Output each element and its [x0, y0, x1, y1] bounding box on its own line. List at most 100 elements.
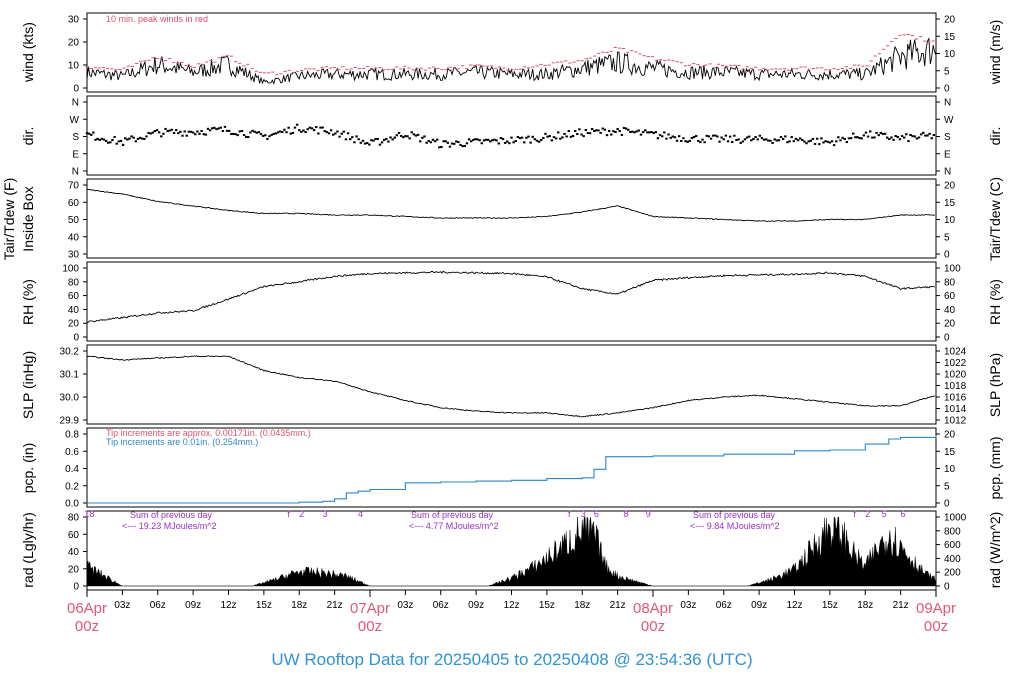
dir-point [374, 137, 377, 140]
x-tick-label: 21z [327, 600, 343, 611]
dir-point [111, 139, 114, 142]
dir-point [911, 135, 914, 138]
dir-point [818, 143, 821, 146]
dir-point [514, 140, 517, 143]
dir-point [278, 130, 282, 133]
dir-point [438, 146, 441, 149]
pcp-right-tick-label: 0 [944, 499, 950, 510]
dir-point [136, 137, 140, 140]
slp-left-tick-label: 30.1 [60, 370, 80, 381]
dir-point [516, 135, 520, 138]
dir-point [177, 132, 180, 135]
wind-right-tick-label: 20 [944, 15, 956, 26]
temp-left-tick-label: 40 [68, 232, 80, 243]
dir-point [234, 133, 237, 136]
slp-right-tick-label: 1018 [944, 381, 967, 392]
rad-sum-2-line2: <--- 4.77 MJoules/m^2 [409, 521, 499, 531]
dir-point [429, 141, 433, 144]
wind-right-tick-label: 15 [944, 32, 956, 43]
dir-point [493, 138, 496, 141]
pcp-ylabel-right: pcp. (mm) [987, 437, 1003, 500]
dir-point [633, 131, 636, 134]
dir-point [660, 135, 664, 138]
dir-point [716, 135, 719, 138]
dir-point [174, 129, 178, 132]
pcp-left-tick-label: 0.4 [65, 464, 79, 475]
rh-right-tick-label: 40 [944, 305, 956, 316]
dir-point [376, 137, 379, 140]
dir-point [520, 136, 524, 139]
rad-marker-label: 6 [594, 509, 599, 519]
dir-point [523, 141, 526, 144]
dir-point [300, 130, 303, 133]
dir-right-tick-label: N [944, 98, 951, 109]
dir-point [813, 143, 817, 146]
x-tick-label: 18z [574, 600, 590, 611]
day-label-bottom: 00z [75, 618, 99, 635]
dir-point [779, 136, 783, 139]
dir-point [323, 130, 326, 133]
dir-point [295, 123, 299, 126]
dir-point [495, 139, 498, 142]
rad-left-tick-label: 40 [68, 547, 80, 558]
temp-right-tick-label: 20 [944, 181, 956, 192]
pcp-left-tick-label: 0.8 [65, 430, 79, 441]
dir-point [648, 131, 651, 134]
dir-point [208, 129, 212, 132]
dir-point [760, 137, 764, 140]
dir-point [841, 136, 844, 139]
dir-point [607, 130, 611, 133]
dir-point [622, 126, 626, 129]
dir-point [395, 134, 399, 137]
rad-right-tick-label: 400 [944, 554, 961, 565]
dir-point [196, 130, 199, 133]
dir-point [765, 138, 768, 141]
pcp-right-tick-label: 15 [944, 447, 956, 458]
dir-point [771, 141, 774, 144]
x-tick-label: 03z [680, 600, 696, 611]
dir-point [149, 132, 152, 135]
dir-point [601, 127, 604, 130]
dir-point [357, 138, 360, 141]
dir-point [677, 135, 681, 138]
dir-point [894, 135, 897, 138]
dir-point [828, 141, 832, 144]
dir-panel-frame [86, 95, 937, 176]
dir-point [113, 135, 116, 138]
rad-sum-2-line1: Sum of previous day [411, 510, 494, 520]
dir-point [595, 129, 598, 132]
pcp-left-tick-label: 0.2 [65, 481, 79, 492]
dir-point [756, 138, 759, 141]
slp-ylabel-right: SLP (hPa) [987, 353, 1003, 417]
rh-ylabel-left: RH (%) [20, 279, 36, 325]
x-tick-label: 06z [716, 600, 732, 611]
dir-point [467, 138, 471, 141]
wind-right-tick-label: 10 [944, 49, 956, 60]
dir-point [550, 139, 554, 142]
dir-point [849, 137, 853, 140]
dir-point [518, 137, 522, 140]
dir-point [739, 141, 742, 144]
dir-point [525, 136, 528, 139]
x-tick-label: 15z [256, 600, 272, 611]
dir-point [705, 134, 708, 137]
dir-point [325, 131, 329, 134]
x-tick-label: 18z [291, 600, 307, 611]
rad-left-tick-label: 80 [68, 513, 80, 524]
dir-point [183, 130, 186, 133]
dir-point [593, 130, 596, 133]
dir-point [348, 138, 352, 141]
rh-left-tick-label: 20 [68, 319, 80, 330]
rh-line [86, 270, 936, 324]
dir-point [126, 138, 129, 141]
dir-point [119, 139, 123, 142]
x-tick-label: 12z [786, 600, 802, 611]
dir-point [251, 129, 254, 132]
dir-point [888, 138, 891, 141]
dir-point [650, 130, 653, 133]
dir-point [168, 129, 171, 132]
dir-point [317, 132, 320, 135]
rh-left-tick-label: 40 [68, 305, 80, 316]
dir-point [544, 132, 547, 135]
dir-point [96, 137, 99, 140]
